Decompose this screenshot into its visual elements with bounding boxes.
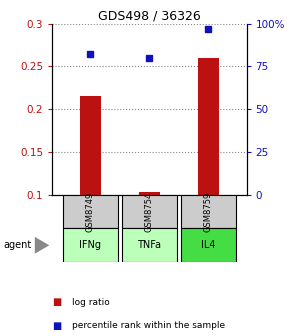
Bar [122,195,177,228]
Title: GDS498 / 36326: GDS498 / 36326 [98,9,201,23]
Text: TNFa: TNFa [137,240,161,250]
Bar [63,228,118,262]
Bar [80,96,101,195]
Polygon shape [35,237,49,254]
Text: percentile rank within the sample: percentile rank within the sample [72,322,226,330]
Text: ■: ■ [52,321,61,331]
Text: GSM8749: GSM8749 [86,192,95,232]
Text: log ratio: log ratio [72,298,110,307]
Bar [198,58,219,195]
Text: GSM8754: GSM8754 [145,192,154,232]
Text: agent: agent [3,240,31,250]
Text: IFNg: IFNg [79,240,102,250]
Bar [63,195,118,228]
Bar [122,228,177,262]
Text: IL4: IL4 [201,240,215,250]
Bar [139,192,160,195]
Bar [181,228,236,262]
Text: GSM8759: GSM8759 [204,192,213,232]
Text: ■: ■ [52,297,61,307]
Bar [181,195,236,228]
